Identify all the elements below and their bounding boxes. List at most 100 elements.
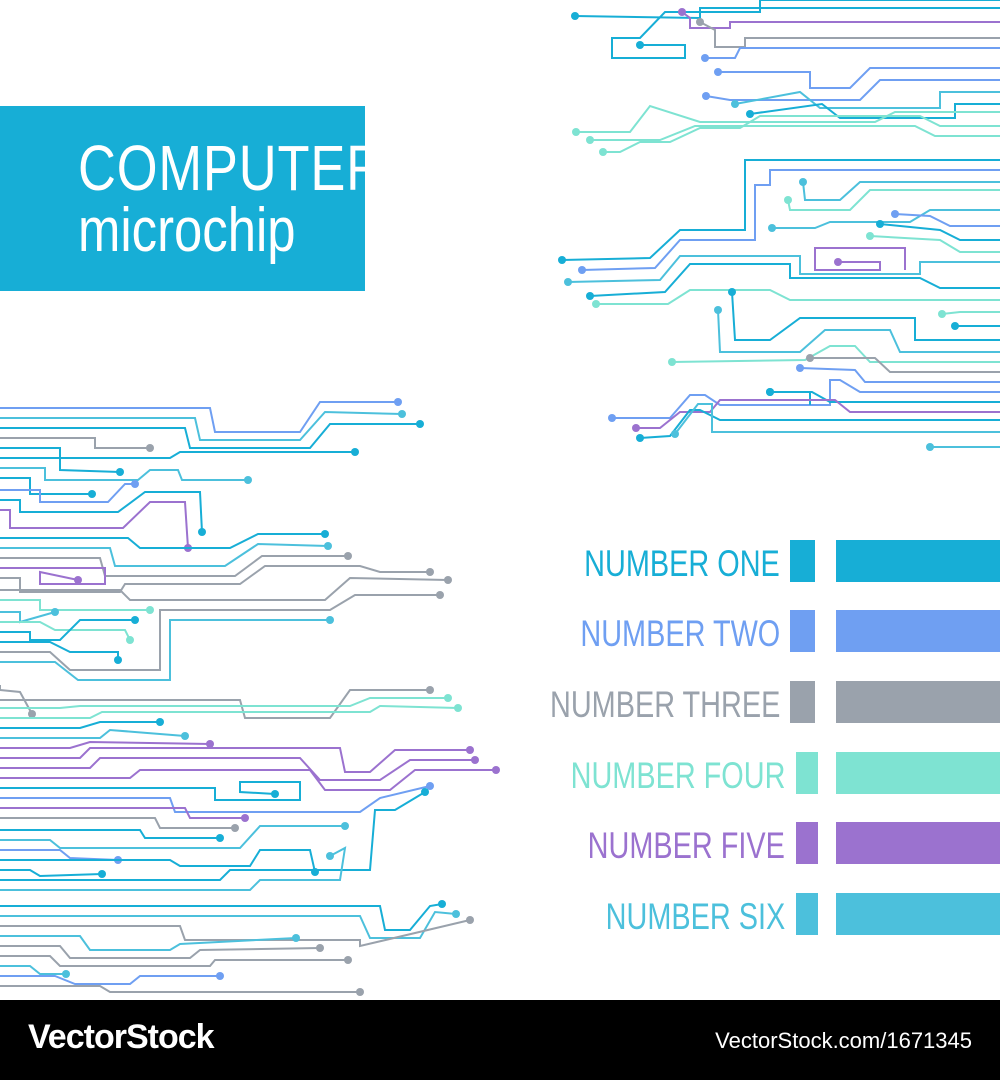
legend-label-6: NUMBER SIX (605, 896, 785, 937)
legend-label-3: NUMBER THREE (549, 684, 780, 725)
circuit-trace (799, 367, 1000, 383)
circuit-trace (0, 849, 316, 873)
legend-label-4: NUMBER FOUR (570, 755, 785, 796)
circuit-node (766, 388, 774, 396)
circuit-trace (810, 357, 1000, 373)
circuit-trace (0, 955, 348, 967)
circuit-trace (879, 223, 1000, 241)
circuit-node (426, 568, 434, 576)
title-banner (0, 106, 365, 291)
circuit-node (636, 41, 644, 49)
image-url: VectorStock.com/1671345 (715, 1028, 972, 1053)
circuit-node (466, 746, 474, 754)
circuit-trace (0, 451, 355, 459)
circuit-trace (717, 309, 1000, 353)
circuit-trace (0, 437, 150, 449)
circuit-node (241, 814, 249, 822)
circuit-node (326, 616, 334, 624)
circuit-node (438, 900, 446, 908)
circuit-trace (0, 567, 106, 585)
circuit-node (216, 972, 224, 980)
circuit-node (572, 128, 580, 136)
circuit-trace (0, 410, 403, 441)
title-line-1: COMPUTER (78, 132, 385, 204)
circuit-node (216, 834, 224, 842)
circuit-trace (0, 817, 235, 829)
circuit-node (571, 12, 579, 20)
circuit-node (834, 258, 842, 266)
circuit-node (62, 970, 70, 978)
circuit-node (471, 756, 479, 764)
circuit-node (426, 782, 434, 790)
circuit-node (341, 822, 349, 830)
circuit-trace (681, 11, 1000, 29)
circuit-trace (0, 491, 203, 533)
circuit-trace (0, 685, 33, 715)
title-line-2: microchip (78, 196, 296, 265)
circuit-trace (802, 181, 1000, 201)
circuit-trace (639, 409, 1000, 439)
circuit-node (326, 852, 334, 860)
circuit-node (114, 656, 122, 664)
circuit-trace (0, 704, 459, 719)
circuit-node (926, 443, 934, 451)
circuit-trace (894, 213, 1000, 227)
circuit-node (866, 232, 874, 240)
circuit-node (558, 256, 566, 264)
circuit-node (452, 910, 460, 918)
circuit-node (876, 220, 884, 228)
circuit-trace (611, 0, 1000, 59)
circuit-trace (0, 594, 440, 671)
circuit-node (668, 358, 676, 366)
circuit-trace (567, 255, 1000, 283)
circuit-node (316, 944, 324, 952)
circuit-trace (0, 728, 186, 739)
circuit-trace (772, 209, 1000, 229)
circuit-node (321, 530, 329, 538)
circuit-trace (705, 79, 1000, 101)
circuit-trace (0, 740, 211, 749)
circuit-trace (705, 47, 1000, 59)
circuit-node (146, 444, 154, 452)
circuit-node (244, 476, 252, 484)
circuit-trace (0, 533, 325, 549)
legend-swatch-4 (796, 752, 818, 794)
circuit-trace (814, 247, 906, 271)
circuit-node (731, 100, 739, 108)
circuit-trace (0, 785, 431, 813)
circuit-trace (0, 935, 297, 951)
circuit-node (702, 92, 710, 100)
circuit-trace (589, 263, 1000, 297)
circuit-trace (0, 965, 66, 975)
circuit-node (454, 704, 462, 712)
circuit-trace (0, 576, 449, 601)
circuit-trace (0, 619, 330, 681)
circuit-node (586, 136, 594, 144)
circuit-node (938, 310, 946, 318)
legend-bar-6 (836, 893, 1000, 935)
circuit-trace (674, 403, 1000, 435)
circuit-trace (0, 829, 220, 839)
circuit-trace (0, 846, 347, 891)
circuit-node (356, 988, 364, 996)
circuit-node (181, 732, 189, 740)
circuit-trace (0, 781, 301, 801)
circuit-trace (787, 189, 1000, 211)
circuit-node (891, 210, 899, 218)
legend-bar-2 (836, 610, 1000, 652)
legend-swatch-3 (790, 681, 815, 723)
circuit-trace (699, 21, 1000, 48)
legend-bar-3 (836, 681, 1000, 723)
legend-bar-4 (836, 752, 1000, 794)
circuit-node (292, 934, 300, 942)
circuit-trace (0, 565, 430, 593)
circuit-trace (0, 501, 189, 549)
circuit-node (351, 448, 359, 456)
circuit-trace (770, 391, 811, 405)
circuit-trace (0, 807, 245, 819)
circuit-node (678, 8, 686, 16)
circuit-node (436, 591, 444, 599)
circuit-node (696, 18, 704, 26)
legend-swatch-2 (790, 610, 815, 652)
circuit-node (784, 196, 792, 204)
